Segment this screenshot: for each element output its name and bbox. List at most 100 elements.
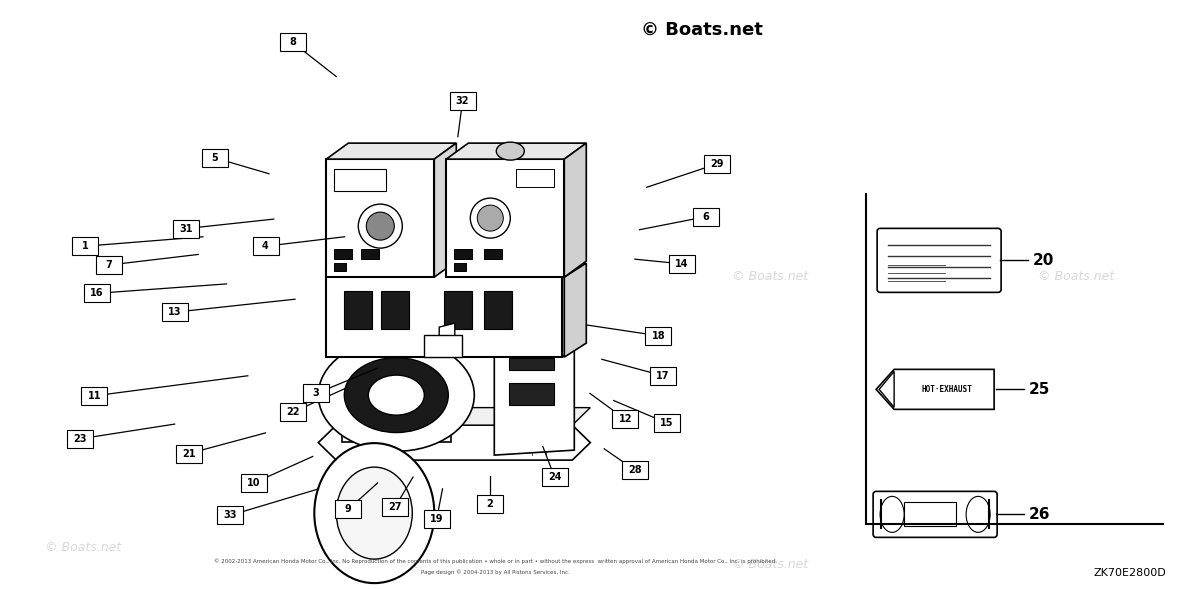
Text: 27: 27 — [388, 502, 402, 511]
Text: 15: 15 — [660, 418, 674, 428]
Polygon shape — [876, 369, 994, 409]
Text: 11: 11 — [87, 391, 101, 401]
Text: © 2002-2013 American Honda Motor Co., Inc. No Reproduction of the contents of th: © 2002-2013 American Honda Motor Co., In… — [214, 558, 778, 564]
Bar — [280, 34, 306, 51]
Polygon shape — [494, 315, 575, 455]
Text: © Boats.net: © Boats.net — [45, 541, 122, 554]
Bar — [612, 411, 638, 428]
Bar — [81, 387, 107, 405]
Bar — [381, 291, 409, 329]
Ellipse shape — [366, 212, 394, 240]
Text: © Boats.net: © Boats.net — [732, 270, 808, 283]
Polygon shape — [336, 408, 590, 425]
Ellipse shape — [314, 443, 434, 583]
Text: 14: 14 — [675, 259, 689, 269]
Bar — [72, 237, 98, 255]
Bar — [424, 511, 450, 528]
Bar — [622, 461, 648, 479]
Polygon shape — [342, 348, 451, 442]
Polygon shape — [564, 263, 586, 357]
Text: 28: 28 — [628, 465, 642, 475]
Ellipse shape — [880, 497, 904, 532]
Polygon shape — [327, 159, 434, 277]
Polygon shape — [564, 143, 586, 277]
Text: 23: 23 — [73, 434, 87, 444]
Bar — [454, 249, 472, 259]
Bar — [510, 358, 555, 370]
Text: 12: 12 — [618, 415, 632, 424]
Text: 32: 32 — [455, 97, 470, 106]
Text: 5: 5 — [211, 153, 218, 163]
Ellipse shape — [359, 204, 402, 248]
Bar — [334, 169, 386, 191]
Bar — [96, 256, 122, 274]
Text: 4: 4 — [262, 241, 269, 251]
Bar — [454, 263, 466, 271]
Polygon shape — [434, 143, 457, 277]
Text: © Boats.net: © Boats.net — [641, 21, 763, 39]
Bar — [345, 291, 373, 329]
Bar — [202, 149, 228, 167]
Ellipse shape — [368, 375, 425, 415]
Bar — [542, 468, 568, 486]
Text: 1: 1 — [81, 241, 88, 251]
Bar — [241, 474, 267, 492]
Bar — [162, 303, 188, 321]
Bar — [382, 498, 408, 515]
Ellipse shape — [336, 467, 412, 559]
Ellipse shape — [345, 358, 448, 432]
Bar — [280, 403, 306, 421]
Text: 16: 16 — [90, 289, 104, 298]
Bar — [510, 383, 555, 405]
Polygon shape — [446, 143, 586, 159]
Bar — [334, 249, 353, 259]
Bar — [445, 291, 472, 329]
Text: HOT·EXHAUST: HOT·EXHAUST — [922, 385, 972, 394]
Bar — [669, 255, 695, 273]
Text: 20: 20 — [1034, 253, 1055, 268]
Text: 21: 21 — [182, 449, 196, 458]
Polygon shape — [327, 269, 563, 357]
Text: © Boats.net: © Boats.net — [1038, 270, 1115, 283]
FancyBboxPatch shape — [877, 229, 1001, 292]
Bar — [335, 501, 361, 518]
Text: 31: 31 — [179, 224, 194, 233]
Text: 22: 22 — [286, 408, 300, 417]
Polygon shape — [563, 255, 584, 357]
Bar — [650, 367, 676, 385]
Text: 10: 10 — [247, 478, 261, 488]
Ellipse shape — [471, 198, 510, 238]
Text: ZK70E2800D: ZK70E2800D — [1093, 568, 1166, 578]
Text: 29: 29 — [710, 159, 725, 168]
Text: 8: 8 — [289, 38, 296, 47]
Ellipse shape — [497, 142, 524, 160]
Ellipse shape — [966, 497, 990, 532]
Text: 3: 3 — [313, 389, 320, 398]
Text: 13: 13 — [168, 307, 182, 317]
Polygon shape — [434, 205, 446, 277]
Bar — [173, 220, 199, 237]
Bar — [361, 249, 379, 259]
Text: 17: 17 — [656, 371, 670, 380]
Text: 18: 18 — [651, 331, 666, 340]
Bar — [334, 263, 346, 271]
Polygon shape — [446, 159, 564, 277]
Bar — [704, 155, 730, 173]
FancyBboxPatch shape — [873, 491, 997, 537]
Text: 25: 25 — [1029, 382, 1050, 397]
Bar — [67, 430, 93, 448]
Bar — [693, 208, 719, 226]
Bar — [654, 414, 680, 432]
Text: 9: 9 — [345, 505, 352, 514]
Polygon shape — [439, 323, 454, 357]
Text: 19: 19 — [430, 515, 444, 524]
Bar — [303, 385, 329, 402]
Ellipse shape — [319, 339, 474, 451]
Bar — [517, 169, 555, 187]
Text: 24: 24 — [548, 472, 562, 482]
Text: 6: 6 — [702, 212, 709, 221]
Polygon shape — [425, 335, 463, 357]
Bar — [253, 237, 278, 255]
Text: 7: 7 — [105, 260, 112, 270]
Bar — [176, 445, 202, 462]
